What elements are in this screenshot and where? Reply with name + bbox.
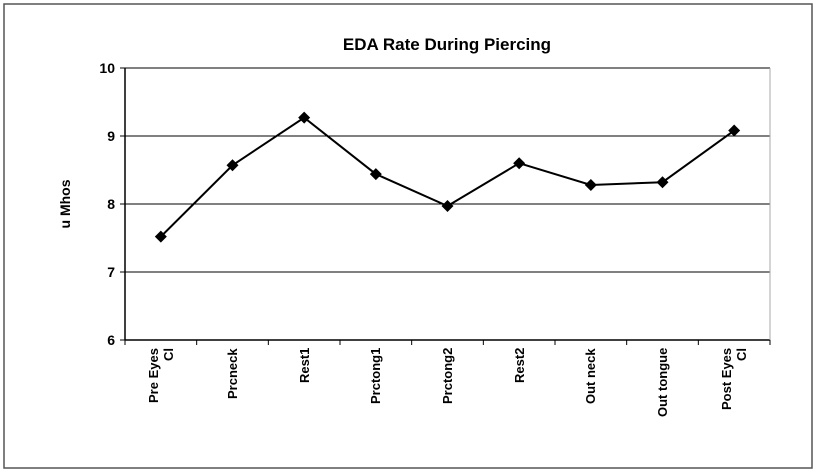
x-tick-label: Out tongue <box>655 348 670 418</box>
x-tick-label: Pre Eyes Cl <box>145 348 176 403</box>
x-tick-label: Post Eyes Cl <box>719 348 750 411</box>
marker <box>154 230 167 243</box>
marker <box>584 178 597 191</box>
y-tick-label: 7 <box>107 264 115 280</box>
x-tick-label: Prctong1 <box>368 348 384 405</box>
x-tick-label: Rest2 <box>511 348 527 384</box>
y-tick-label: 10 <box>99 60 115 76</box>
y-axis-label: u Mhos <box>57 179 73 228</box>
x-tick-label: Rest1 <box>296 348 312 384</box>
y-tick-label: 9 <box>107 128 115 144</box>
line <box>160 116 735 238</box>
y-tick-label: 8 <box>107 196 115 212</box>
marker <box>298 111 311 124</box>
y-tick-label: 6 <box>107 332 115 348</box>
marker <box>441 200 454 213</box>
chart-title: EDA Rate During Piercing <box>343 35 551 54</box>
x-tick-label: Prcneck <box>225 348 240 399</box>
marker <box>513 157 526 170</box>
x-tick-label: Prctong2 <box>440 348 455 405</box>
marker <box>369 168 382 181</box>
x-tick-label: Out neck <box>583 348 599 404</box>
marker <box>226 159 239 172</box>
frame <box>3 3 813 469</box>
marker <box>656 176 669 189</box>
marker <box>728 124 741 137</box>
